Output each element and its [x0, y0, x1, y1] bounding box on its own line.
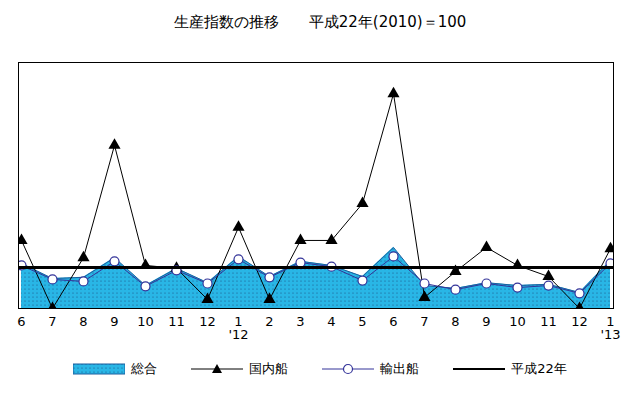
svg-text:11: 11	[168, 314, 185, 329]
svg-text:6: 6	[17, 314, 25, 329]
svg-text:12: 12	[571, 314, 588, 329]
svg-text:1'13: 1'13	[600, 314, 620, 342]
svg-text:8: 8	[79, 314, 87, 329]
svg-text:1'12: 1'12	[228, 314, 248, 342]
html-text:生産指数の推移 平成22年(2010)＝100: 生産指数の推移 平成22年(2010)＝100	[173, 13, 467, 31]
svg-text:10: 10	[509, 314, 526, 329]
svg-text:11: 11	[540, 314, 557, 329]
svg-text:6: 6	[389, 314, 397, 329]
html-text:平成22年: 平成22年	[511, 361, 567, 376]
svg-text:9: 9	[482, 314, 490, 329]
svg-text:7: 7	[420, 314, 428, 329]
svg-text:12: 12	[199, 314, 216, 329]
svg-text:9: 9	[110, 314, 118, 329]
html-text:輸出船: 輸出船	[380, 361, 420, 376]
svg-text:3: 3	[296, 314, 304, 329]
html-text:総合: 総合	[131, 361, 158, 376]
svg-text:2: 2	[265, 314, 273, 329]
svg-text:5: 5	[358, 314, 366, 329]
html-text:国内船: 国内船	[249, 361, 289, 376]
svg-text:7: 7	[48, 314, 56, 329]
svg-text:4: 4	[327, 314, 335, 329]
svg-text:8: 8	[451, 314, 459, 329]
svg-text:10: 10	[137, 314, 154, 329]
